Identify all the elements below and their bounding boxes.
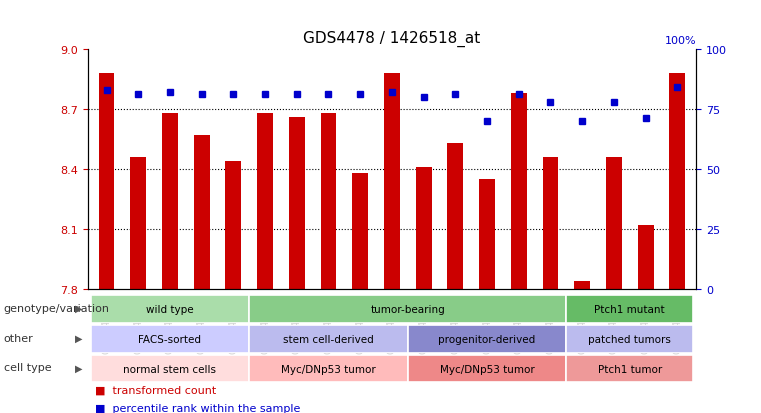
Bar	[257, 114, 273, 289]
Bar	[447, 143, 463, 289]
Bar	[320, 114, 336, 289]
Text: Ptch1 mutant: Ptch1 mutant	[594, 304, 665, 314]
Bar	[511, 93, 527, 289]
Text: Myc/DNp53 tumor: Myc/DNp53 tumor	[281, 364, 376, 374]
Text: ▶: ▶	[75, 303, 82, 313]
Text: normal stem cells: normal stem cells	[123, 364, 216, 374]
Bar	[416, 167, 431, 289]
Text: cell type: cell type	[4, 363, 52, 373]
Text: tumor-bearing: tumor-bearing	[371, 304, 445, 314]
Bar	[479, 179, 495, 289]
Text: FACS-sorted: FACS-sorted	[139, 334, 202, 344]
Text: progenitor-derived: progenitor-derived	[438, 334, 536, 344]
Bar	[130, 157, 146, 289]
Text: ■  transformed count: ■ transformed count	[95, 385, 216, 394]
Text: stem cell-derived: stem cell-derived	[283, 334, 374, 344]
Bar	[543, 157, 559, 289]
Text: patched tumors: patched tumors	[588, 334, 671, 344]
Bar	[289, 117, 304, 289]
Text: other: other	[4, 333, 33, 343]
Bar	[225, 161, 241, 289]
Bar	[575, 281, 590, 289]
Bar	[606, 157, 622, 289]
Text: genotype/variation: genotype/variation	[4, 303, 110, 313]
Text: wild type: wild type	[146, 304, 194, 314]
Text: 100%: 100%	[664, 36, 696, 46]
Bar	[670, 74, 685, 289]
Bar	[162, 114, 178, 289]
Text: Myc/DNp53 tumor: Myc/DNp53 tumor	[440, 364, 534, 374]
Text: ▶: ▶	[75, 333, 82, 343]
Bar	[99, 74, 114, 289]
Text: Ptch1 tumor: Ptch1 tumor	[597, 364, 662, 374]
Text: ▶: ▶	[75, 363, 82, 373]
Bar	[638, 225, 654, 289]
Bar	[194, 135, 209, 289]
Title: GDS4478 / 1426518_at: GDS4478 / 1426518_at	[304, 31, 480, 47]
Text: ■  percentile rank within the sample: ■ percentile rank within the sample	[95, 403, 301, 413]
Bar	[384, 74, 400, 289]
Bar	[352, 173, 368, 289]
